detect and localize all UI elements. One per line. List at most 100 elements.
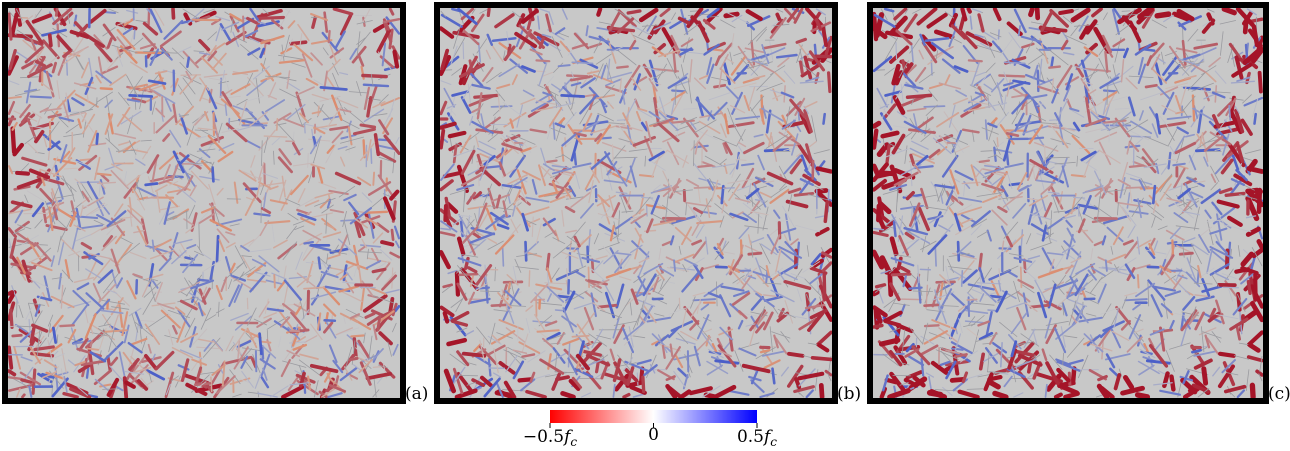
strut	[1005, 62, 1025, 63]
strut	[1106, 260, 1107, 271]
strut	[1229, 106, 1230, 120]
strut	[922, 359, 924, 376]
strut	[395, 52, 398, 67]
strut	[999, 76, 1024, 77]
strut	[539, 300, 540, 309]
strut	[1029, 138, 1043, 139]
strut	[1255, 114, 1256, 124]
strut	[1153, 186, 1155, 203]
strut	[925, 305, 938, 306]
strut	[88, 349, 99, 350]
strut	[874, 123, 879, 126]
strut	[259, 18, 284, 19]
strut	[211, 377, 212, 391]
strut	[713, 49, 722, 50]
strut	[1074, 197, 1085, 198]
strut	[1073, 369, 1074, 383]
strut	[1255, 275, 1256, 299]
strut	[319, 258, 320, 269]
strut	[1000, 248, 1011, 249]
strut	[969, 60, 982, 61]
strut	[488, 9, 489, 15]
strut	[628, 11, 640, 13]
strut	[980, 161, 989, 162]
strut	[829, 73, 830, 92]
strut	[363, 76, 386, 77]
strut	[187, 58, 188, 67]
strut	[556, 310, 564, 311]
strut	[1031, 9, 1033, 15]
strut	[559, 296, 570, 297]
strut	[382, 242, 392, 244]
strut	[981, 354, 984, 368]
strut	[962, 9, 965, 19]
strut	[597, 363, 599, 372]
strut	[526, 242, 527, 260]
strut	[924, 106, 944, 107]
strut	[952, 379, 963, 380]
strut	[1031, 305, 1048, 307]
strut	[130, 95, 152, 96]
panel: (c)	[870, 5, 1290, 404]
strut	[988, 310, 996, 311]
strut	[392, 230, 393, 240]
strut	[50, 35, 51, 45]
strut	[291, 42, 306, 44]
strut	[60, 325, 73, 326]
strut	[31, 97, 51, 98]
strut	[902, 299, 922, 300]
strut	[475, 95, 498, 97]
strut	[97, 134, 98, 144]
strut	[813, 358, 831, 360]
strut	[217, 236, 218, 261]
strut	[9, 347, 11, 367]
strut	[997, 138, 998, 147]
strut	[1249, 169, 1262, 172]
strut	[967, 300, 976, 301]
strut	[1146, 85, 1156, 87]
strut	[1125, 299, 1147, 300]
strut	[1109, 125, 1110, 143]
strut	[371, 148, 372, 163]
strut	[464, 354, 485, 356]
strut	[11, 310, 12, 327]
panel-label: (a)	[405, 384, 428, 404]
strut	[672, 91, 684, 92]
strut	[962, 271, 963, 286]
strut	[529, 271, 530, 286]
strut	[818, 169, 831, 172]
strut	[547, 254, 549, 269]
strut	[894, 222, 896, 236]
strut	[1049, 67, 1059, 68]
strut	[567, 248, 578, 249]
strut	[445, 206, 446, 220]
strut	[13, 335, 21, 336]
strut	[874, 131, 876, 148]
strut	[878, 313, 881, 321]
strut	[824, 114, 825, 124]
strut	[260, 334, 262, 354]
strut	[1029, 363, 1031, 372]
strut	[325, 320, 335, 321]
strut	[23, 395, 25, 397]
strut	[874, 326, 882, 328]
strut	[459, 274, 477, 275]
strut	[1145, 49, 1154, 50]
colorbar-label: −0.5fc	[523, 427, 578, 447]
strut	[22, 380, 31, 382]
strut	[1254, 26, 1257, 45]
strut	[274, 275, 275, 288]
strut	[1259, 241, 1262, 247]
strut	[17, 173, 28, 174]
strut	[773, 369, 775, 384]
strut	[991, 383, 999, 387]
strut	[694, 299, 716, 300]
strut	[589, 267, 590, 287]
strut	[1021, 267, 1022, 287]
strut	[1245, 23, 1246, 32]
strut	[874, 166, 877, 173]
panel-background	[5, 5, 403, 401]
strut	[789, 354, 803, 356]
colorbar	[550, 410, 757, 423]
